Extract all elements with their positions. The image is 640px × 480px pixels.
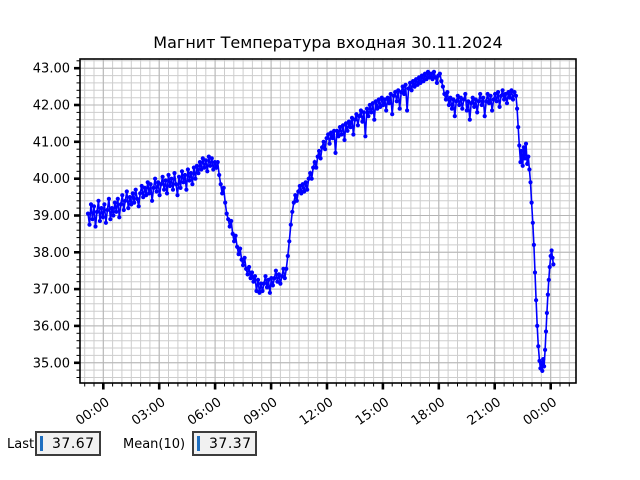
svg-text:35.00: 35.00 [33, 356, 70, 371]
plot-frame [79, 58, 577, 384]
svg-text:41.00: 41.00 [33, 135, 70, 150]
svg-text:09:00: 09:00 [241, 395, 280, 429]
grid-minor [80, 59, 576, 383]
last-label: Last [7, 437, 35, 452]
svg-text:00:00: 00:00 [73, 395, 112, 429]
mean-value: 37.37 [209, 435, 252, 452]
svg-text:42.00: 42.00 [33, 99, 70, 114]
svg-text:21:00: 21:00 [465, 395, 504, 429]
value-cursor-icon [197, 436, 200, 451]
last-value: 37.67 [52, 435, 95, 452]
svg-text:03:00: 03:00 [129, 395, 168, 429]
svg-text:06:00: 06:00 [185, 395, 224, 429]
svg-text:40.00: 40.00 [33, 172, 70, 187]
svg-text:38.00: 38.00 [33, 246, 70, 261]
svg-text:15:00: 15:00 [353, 395, 392, 429]
svg-text:00:00: 00:00 [521, 395, 560, 429]
temperature-plot: 35.00 36.00 37.00 38.00 39.00 40.00 41.00 42.00… [33, 58, 577, 429]
value-cursor-icon [40, 436, 43, 451]
y-tick-labels: 35.00 36.00 37.00 38.00 39.00 40.00 41.00 42.00… [33, 62, 70, 372]
svg-text:37.00: 37.00 [33, 283, 70, 298]
mean-label: Mean(10) [123, 437, 186, 452]
data-series [85, 69, 556, 373]
x-tick-labels: 00:00 03:00 06:00 09:00 12:00 15:00 18:00 21:00… [73, 395, 560, 429]
mean-value-box[interactable]: 37.37 [192, 431, 257, 456]
chart-title: Магнит Температура входная 30.11.2024 [153, 33, 503, 52]
svg-text:36.00: 36.00 [33, 319, 70, 334]
svg-text:43.00: 43.00 [33, 62, 70, 77]
svg-text:18:00: 18:00 [409, 395, 448, 429]
grid-major [80, 59, 576, 383]
svg-text:39.00: 39.00 [33, 209, 70, 224]
last-value-box[interactable]: 37.67 [35, 431, 101, 456]
readout-bar: Last 37.67 Mean(10) 37.37 [0, 430, 640, 464]
svg-text:12:00: 12:00 [297, 395, 336, 429]
